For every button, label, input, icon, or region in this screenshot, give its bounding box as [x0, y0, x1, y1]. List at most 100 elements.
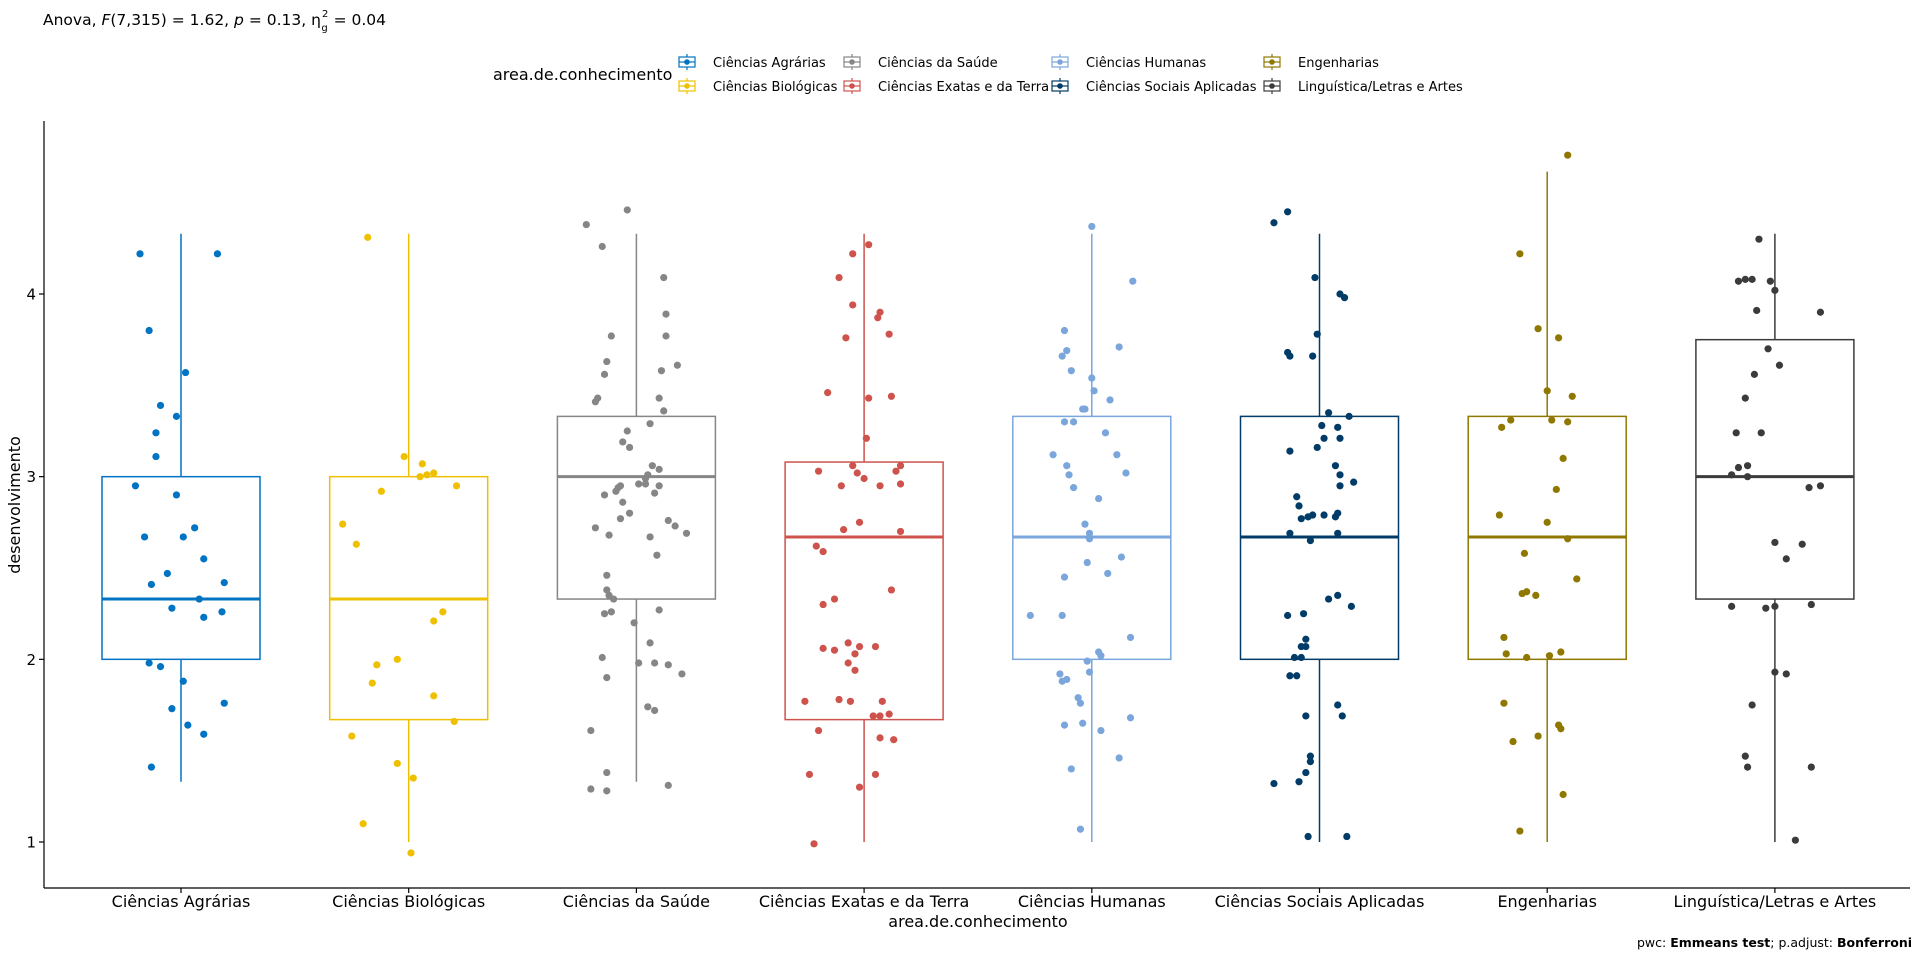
data-point	[851, 666, 859, 674]
data-point	[810, 840, 818, 848]
data-point	[1509, 737, 1517, 746]
data-point	[140, 533, 149, 541]
data-point	[1270, 219, 1278, 227]
data-point	[439, 608, 447, 616]
box-group	[556, 233, 717, 782]
data-point	[1532, 591, 1540, 600]
data-point	[587, 785, 595, 793]
data-point	[364, 233, 372, 241]
data-point	[407, 849, 415, 857]
data-point	[830, 595, 839, 603]
x-axis-title: area.de.conhecimento	[888, 912, 1067, 931]
data-point	[1331, 462, 1340, 470]
data-point	[1076, 825, 1085, 833]
data-point	[1559, 454, 1567, 462]
data-point	[1336, 471, 1344, 479]
data-point	[1748, 701, 1756, 709]
data-point	[885, 330, 893, 338]
data-point	[603, 787, 611, 795]
data-point	[1548, 416, 1556, 424]
data-point	[673, 361, 681, 369]
data-point	[660, 273, 668, 282]
data-point	[678, 670, 686, 678]
data-point	[835, 695, 843, 704]
data-point	[1129, 277, 1137, 285]
data-point	[851, 650, 859, 658]
data-point	[644, 703, 652, 711]
legend-item-label: Ciências Exatas e da Terra	[878, 80, 1049, 95]
data-point	[1336, 434, 1344, 442]
data-point	[1299, 610, 1308, 618]
data-point	[607, 332, 615, 340]
data-point	[846, 697, 855, 705]
data-point	[1741, 752, 1749, 760]
data-point	[641, 474, 650, 483]
data-point	[163, 569, 171, 578]
data-point	[179, 677, 187, 685]
data-point	[801, 697, 809, 705]
data-point	[1734, 277, 1743, 285]
data-point	[1284, 208, 1292, 216]
data-point	[655, 465, 663, 473]
data-point	[582, 220, 590, 229]
data-point	[603, 571, 611, 579]
x-tick-label: Engenharias	[1497, 892, 1597, 911]
x-tick-label: Ciências Biológicas	[332, 892, 485, 911]
y-tick-label: 3	[26, 468, 36, 486]
data-point	[172, 491, 181, 499]
data-point	[878, 697, 886, 705]
data-point	[1543, 387, 1551, 395]
data-point	[1313, 443, 1321, 452]
data-point	[853, 469, 861, 477]
data-point	[1325, 409, 1333, 417]
data-point	[145, 326, 153, 335]
data-point	[1336, 482, 1344, 490]
data-point	[213, 250, 222, 258]
data-point	[1534, 325, 1542, 333]
data-point	[1807, 600, 1815, 609]
data-point	[1097, 652, 1105, 660]
data-point	[625, 443, 634, 452]
legend-key-point	[684, 83, 690, 89]
data-point	[648, 462, 656, 470]
data-point	[655, 394, 663, 402]
data-point	[156, 663, 165, 671]
data-point	[1750, 370, 1759, 378]
data-point	[1115, 754, 1123, 762]
data-point	[887, 392, 896, 400]
data-point	[655, 606, 663, 614]
data-point	[1079, 719, 1087, 727]
data-point	[368, 679, 376, 687]
y-tick-label: 2	[26, 651, 36, 669]
data-point	[1766, 277, 1774, 285]
data-point	[871, 770, 880, 779]
data-point	[450, 717, 458, 726]
data-point	[814, 467, 823, 475]
data-point	[1088, 222, 1096, 231]
data-point	[1520, 549, 1529, 557]
data-point	[1284, 611, 1292, 620]
data-point	[1771, 538, 1779, 547]
data-point	[865, 394, 873, 402]
data-point	[630, 619, 638, 627]
data-point	[1065, 471, 1073, 479]
y-axis-ticks: 1 2 3 4	[26, 286, 44, 852]
data-point	[1126, 714, 1135, 722]
data-point	[890, 736, 898, 744]
data-point	[131, 482, 140, 490]
data-point	[892, 467, 900, 475]
data-point	[1083, 657, 1091, 665]
data-point	[896, 527, 905, 536]
data-point	[1101, 429, 1110, 437]
data-point	[805, 770, 814, 779]
data-point	[1295, 778, 1303, 786]
data-point	[1507, 416, 1515, 424]
data-point	[1067, 367, 1075, 375]
data-point	[1755, 235, 1763, 243]
data-point	[1295, 502, 1303, 510]
data-point	[1734, 463, 1743, 472]
data-point	[1049, 451, 1057, 459]
data-point	[200, 730, 208, 738]
data-point	[1347, 602, 1355, 610]
